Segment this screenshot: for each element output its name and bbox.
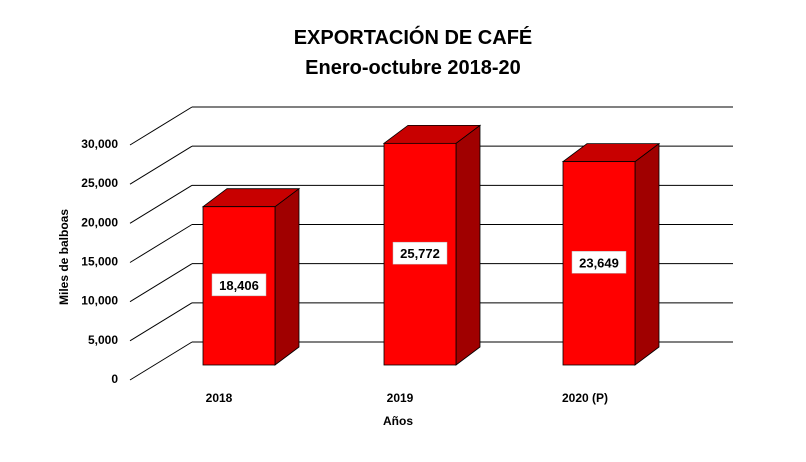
x-tick-label: 2018	[206, 391, 233, 405]
data-label: 23,649	[579, 255, 619, 270]
data-label-box	[211, 273, 267, 297]
gridline-diagonal	[129, 341, 193, 381]
x-axis-label: Años	[383, 414, 413, 428]
gridline-diagonal	[129, 184, 193, 224]
y-tick-label: 5,000	[88, 333, 118, 347]
chart-title: EXPORTACIÓN DE CAFÉ	[294, 25, 533, 49]
bar-2018: 18,406	[201, 187, 301, 366]
gridline-diagonal	[129, 224, 193, 263]
bar-side	[634, 142, 660, 366]
data-label-box	[392, 241, 448, 265]
bars: 18,406 25,772 23,649	[201, 124, 661, 366]
bar-2020p: 23,649	[561, 142, 661, 366]
bar-side	[455, 124, 481, 366]
gridline-diagonal	[129, 263, 193, 303]
data-label-box	[571, 251, 627, 274]
y-axis-label: Miles de balboas	[57, 209, 71, 305]
y-tick-label: 10,000	[81, 294, 118, 308]
gridline-diagonal	[129, 302, 193, 342]
bar-2019: 25,772	[382, 124, 482, 366]
chart-subtitle: Enero-octubre 2018-20	[305, 57, 521, 79]
x-tick-label: 2020 (P)	[562, 391, 608, 405]
gridline-diagonal	[129, 145, 193, 185]
y-tick-label: 15,000	[81, 255, 118, 269]
y-tick-label: 30,000	[81, 137, 118, 151]
y-axis-ticks: 0 5,000 10,000 15,000 20,000 25,000 30,000	[81, 137, 118, 386]
x-axis-ticks: 2018 2019 2020 (P)	[206, 391, 608, 405]
data-label: 18,406	[219, 278, 259, 293]
y-tick-label: 20,000	[81, 215, 118, 229]
y-tick-label: 25,000	[81, 176, 118, 190]
bar-side	[274, 187, 300, 366]
gridline-diagonal	[129, 106, 193, 146]
data-label: 25,772	[400, 246, 440, 261]
y-tick-label: 0	[111, 372, 118, 386]
x-tick-label: 2019	[387, 391, 414, 405]
